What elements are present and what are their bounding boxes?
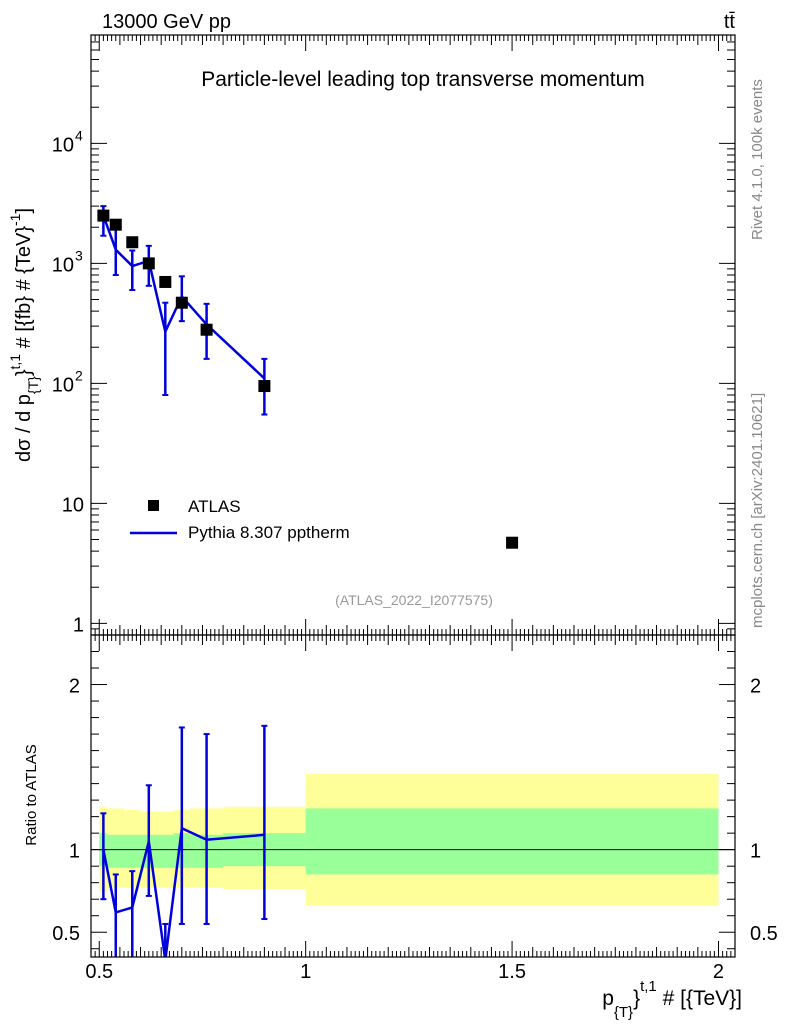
band-inner bbox=[157, 834, 174, 868]
x-tick-label: 1.5 bbox=[498, 961, 526, 983]
main-frame bbox=[90, 34, 736, 636]
x-axis-ticks bbox=[90, 35, 736, 635]
process-label: tt̄ bbox=[724, 11, 736, 33]
ratio-y-axis-label: Ratio to ATLAS bbox=[23, 744, 40, 845]
ratio-y-tick-label-right: 0.5 bbox=[750, 923, 778, 945]
analysis-id-label: (ATLAS_2022_I2077575) bbox=[335, 592, 493, 608]
data-point bbox=[159, 275, 172, 288]
uncertainty-bands bbox=[99, 773, 719, 906]
y-tick-label-base: 10 bbox=[52, 134, 74, 156]
y-tick-label-exp: 2 bbox=[75, 367, 83, 383]
axis-label-part: } bbox=[13, 369, 35, 376]
data-point bbox=[200, 323, 213, 336]
y-axis-label: dσ / d p{T}}t,1 # [{fb} # {TeV}-1] bbox=[7, 208, 41, 462]
y-tick-label: 10 bbox=[62, 494, 84, 516]
axis-label-part: ] bbox=[13, 208, 35, 214]
ratio-y-tick-label-left: 1 bbox=[69, 841, 80, 863]
mc-series bbox=[100, 205, 268, 416]
band-inner bbox=[107, 834, 125, 868]
legend: ATLAS Pythia 8.307 pptherm bbox=[130, 497, 350, 542]
axis-label-part: {T} bbox=[25, 376, 41, 394]
y-tick-label-exp: 3 bbox=[75, 247, 83, 263]
ratio-y-tick-label-right: 2 bbox=[750, 676, 761, 698]
ratio-line bbox=[102, 826, 265, 957]
axis-label-part: } bbox=[633, 987, 640, 1010]
y-tick-label: 1 bbox=[73, 614, 84, 636]
axis-label-part: t,1 bbox=[640, 978, 657, 995]
legend-marker-atlas bbox=[148, 500, 159, 511]
ratio-y-tick-label-left: 0.5 bbox=[52, 923, 80, 945]
x-tick-label: 1 bbox=[300, 961, 311, 983]
legend-label-atlas: ATLAS bbox=[188, 497, 241, 516]
main-panel: Particle-level leading top transverse mo… bbox=[7, 34, 736, 636]
main-axis-ticks bbox=[91, 34, 735, 636]
data-point bbox=[506, 536, 519, 549]
axis-label-part: dσ / d p bbox=[13, 394, 35, 462]
axis-label-part: {T} bbox=[614, 1004, 633, 1021]
band-inner bbox=[305, 808, 719, 875]
x-tick-label: 0.5 bbox=[85, 961, 113, 983]
data-point bbox=[126, 236, 139, 249]
chart-title: Particle-level leading top transverse mo… bbox=[201, 68, 645, 91]
ratio-y-tick-label-right: 1 bbox=[750, 841, 761, 863]
ratio-frame bbox=[90, 634, 736, 958]
data-point bbox=[142, 257, 155, 270]
data-series bbox=[97, 209, 519, 549]
data-point bbox=[258, 380, 271, 393]
beam-energy-label: 13000 GeV pp bbox=[102, 11, 231, 33]
axis-label-part: -1 bbox=[7, 213, 23, 226]
axis-label-part: p bbox=[602, 987, 614, 1010]
axis-label-part: # [{fb} # {TeV} bbox=[13, 226, 35, 354]
mcplots-label: mcplots.cern.ch [arXiv:2401.10621] bbox=[749, 393, 766, 628]
data-point bbox=[97, 209, 110, 222]
y-tick-label-base: 10 bbox=[52, 254, 74, 276]
rivet-version-label: Rivet 4.1.0, 100k events bbox=[749, 79, 766, 240]
y-tick-label-exp: 4 bbox=[75, 127, 83, 143]
data-point bbox=[109, 218, 122, 231]
axis-label-part: t,1 bbox=[7, 354, 23, 370]
ratio-series bbox=[100, 724, 268, 957]
axis-label-part: # [{TeV}] bbox=[657, 987, 742, 1010]
band-inner bbox=[124, 834, 141, 868]
x-tick-label: 2 bbox=[713, 961, 724, 983]
y-tick-label-base: 10 bbox=[52, 374, 74, 396]
x-axis-label: p{T}}t,1 # [{TeV}] bbox=[602, 978, 742, 1021]
legend-label-mc: Pythia 8.307 pptherm bbox=[188, 523, 350, 542]
ratio-y-tick-label-left: 2 bbox=[69, 676, 80, 698]
mc-line bbox=[102, 215, 266, 380]
data-point bbox=[175, 296, 188, 309]
x-axis-ticks bbox=[90, 635, 736, 957]
